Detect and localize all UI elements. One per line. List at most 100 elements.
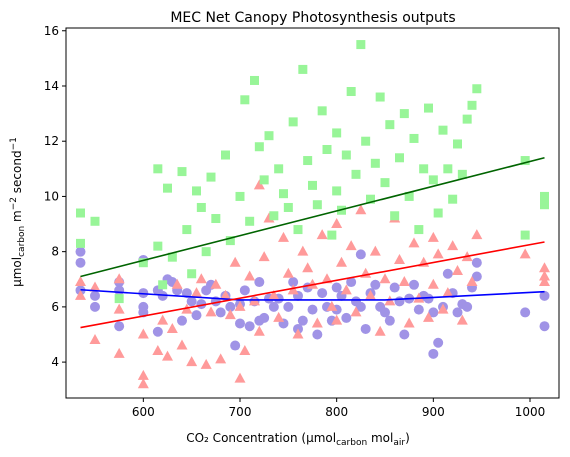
- data-point-square: [540, 192, 549, 201]
- data-point-square: [265, 131, 274, 140]
- data-point-square: [472, 84, 481, 93]
- data-point-circle: [308, 305, 318, 315]
- data-point-circle: [76, 258, 86, 268]
- data-point-square: [260, 175, 269, 184]
- y-axis-label-part: m: [10, 210, 24, 226]
- data-point-square: [279, 189, 288, 198]
- data-point-square: [463, 115, 472, 124]
- data-point-circle: [414, 305, 424, 315]
- data-point-square: [342, 151, 351, 160]
- data-point-circle: [283, 302, 293, 312]
- data-point-circle: [356, 249, 366, 259]
- chart-title: MEC Net Canopy Photosynthesis outputs: [170, 10, 455, 26]
- x-tick-label: 900: [422, 405, 445, 419]
- data-point-square: [240, 95, 249, 104]
- x-tick-label: 700: [229, 405, 252, 419]
- data-point-square: [236, 192, 245, 201]
- data-point-square: [187, 269, 196, 278]
- plot-background: [66, 28, 559, 398]
- data-point-circle: [192, 310, 202, 320]
- x-axis-label-part: ): [405, 431, 410, 445]
- data-point-square: [284, 203, 293, 212]
- data-point-square: [332, 186, 341, 195]
- data-point-square: [76, 239, 85, 248]
- data-point-circle: [240, 285, 250, 295]
- data-point-square: [448, 195, 457, 204]
- data-point-square: [153, 242, 162, 251]
- x-axis-ticks: 600 700 800 900 1000: [132, 398, 545, 419]
- x-tick-label: 600: [132, 405, 155, 419]
- data-point-square: [192, 186, 201, 195]
- data-point-square: [352, 170, 361, 179]
- data-point-circle: [361, 324, 371, 334]
- y-tick-label: 8: [51, 245, 59, 259]
- data-point-circle: [462, 302, 472, 312]
- y-axis-label: µmolcarbon m−2 second−1: [9, 137, 27, 287]
- data-point-square: [390, 211, 399, 220]
- data-point-square: [468, 101, 477, 110]
- data-point-square: [323, 145, 332, 154]
- data-point-square: [313, 200, 322, 209]
- data-point-square: [318, 106, 327, 115]
- data-point-square: [439, 126, 448, 135]
- y-tick-label: 6: [51, 300, 59, 314]
- data-point-circle: [370, 280, 380, 290]
- data-point-square: [303, 156, 312, 165]
- data-point-circle: [428, 349, 438, 359]
- y-tick-label: 16: [44, 24, 59, 38]
- data-point-circle: [409, 280, 419, 290]
- data-point-square: [327, 231, 336, 240]
- data-point-circle: [90, 302, 100, 312]
- data-point-square: [381, 178, 390, 187]
- data-point-circle: [245, 321, 255, 331]
- data-point-square: [153, 164, 162, 173]
- data-point-square: [255, 142, 264, 151]
- data-point-square: [221, 151, 230, 160]
- y-axis-ticks: 4 6 8 10 12 14 16: [44, 24, 66, 369]
- plot-area: [66, 28, 559, 398]
- data-point-square: [274, 164, 283, 173]
- data-point-circle: [341, 313, 351, 323]
- data-point-square: [453, 139, 462, 148]
- data-point-square: [294, 225, 303, 234]
- data-point-square: [395, 153, 404, 162]
- data-point-square: [400, 109, 409, 118]
- data-point-circle: [540, 321, 550, 331]
- data-point-circle: [153, 327, 163, 337]
- data-point-square: [414, 225, 423, 234]
- y-tick-label: 12: [44, 134, 59, 148]
- data-point-square: [197, 203, 206, 212]
- data-point-square: [202, 247, 211, 256]
- data-point-circle: [385, 316, 395, 326]
- data-point-circle: [114, 321, 124, 331]
- data-point-square: [540, 200, 549, 209]
- data-point-circle: [76, 247, 86, 257]
- data-point-square: [371, 159, 380, 168]
- x-axis-label-subscript: carbon: [336, 438, 367, 448]
- data-point-square: [429, 175, 438, 184]
- data-point-circle: [390, 283, 400, 293]
- data-point-square: [207, 173, 216, 182]
- data-point-square: [385, 120, 394, 129]
- data-point-square: [289, 117, 298, 126]
- x-axis-label-subscript: air: [393, 438, 405, 448]
- data-point-square: [332, 128, 341, 137]
- y-axis-label-subscript: carbon: [17, 226, 27, 257]
- data-point-circle: [259, 313, 269, 323]
- data-point-square: [361, 137, 370, 146]
- data-point-circle: [235, 318, 245, 328]
- data-point-square: [419, 164, 428, 173]
- data-point-square: [245, 217, 254, 226]
- data-point-square: [424, 104, 433, 113]
- data-point-circle: [472, 258, 482, 268]
- data-point-circle: [230, 341, 240, 351]
- y-tick-label: 14: [44, 79, 59, 93]
- data-point-square: [158, 280, 167, 289]
- data-point-circle: [177, 316, 187, 326]
- data-point-square: [178, 167, 187, 176]
- y-axis-label-part: µmol: [10, 257, 24, 287]
- data-point-circle: [298, 316, 308, 326]
- y-axis-label-part: second: [10, 150, 24, 197]
- x-tick-label: 1000: [515, 405, 546, 419]
